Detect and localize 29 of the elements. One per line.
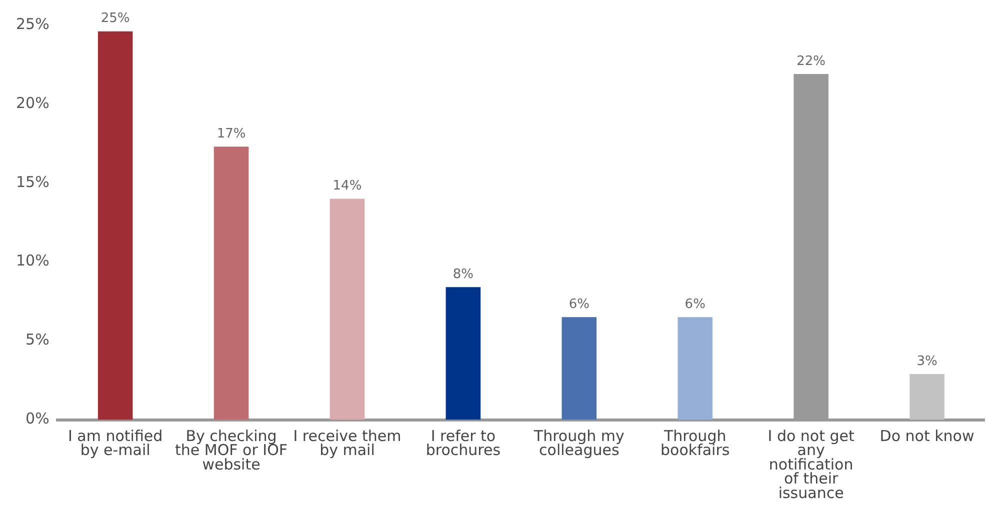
x-tick-label: I am notified by e-mail bbox=[68, 426, 163, 460]
bar bbox=[562, 317, 597, 420]
bar bbox=[678, 317, 712, 420]
bar bbox=[446, 287, 481, 420]
data-label: 6% bbox=[568, 296, 590, 312]
y-tick-label: 10% bbox=[16, 252, 50, 270]
x-tick-label: I receive them by mail bbox=[293, 426, 402, 460]
y-tick-label: 15% bbox=[16, 172, 50, 191]
bar bbox=[910, 374, 944, 420]
x-tick-label: I do not get any notification of their issuance bbox=[768, 426, 854, 502]
data-label: 8% bbox=[452, 266, 474, 282]
data-label: 14% bbox=[332, 178, 362, 194]
data-label: 25% bbox=[100, 11, 130, 26]
data-label: 3% bbox=[916, 354, 938, 369]
x-tick-label: Do not know bbox=[880, 426, 974, 445]
bar bbox=[330, 198, 365, 420]
x-tick-label: Through bookfairs bbox=[660, 426, 730, 460]
bar bbox=[98, 31, 133, 420]
y-tick-label: 20% bbox=[16, 94, 50, 112]
y-tick-label: 5% bbox=[26, 330, 50, 349]
data-label: 22% bbox=[796, 54, 826, 69]
bar bbox=[214, 146, 249, 420]
y-tick-label: 0% bbox=[26, 410, 50, 428]
data-label: 6% bbox=[684, 296, 706, 312]
x-tick-label: By checking the MOF or IOF website bbox=[175, 426, 288, 474]
y-tick-label: 25% bbox=[16, 14, 50, 33]
data-label: 17% bbox=[216, 126, 246, 142]
x-tick-label: I refer to brochures bbox=[426, 426, 501, 460]
x-tick-label: Through my colleagues bbox=[532, 426, 625, 460]
